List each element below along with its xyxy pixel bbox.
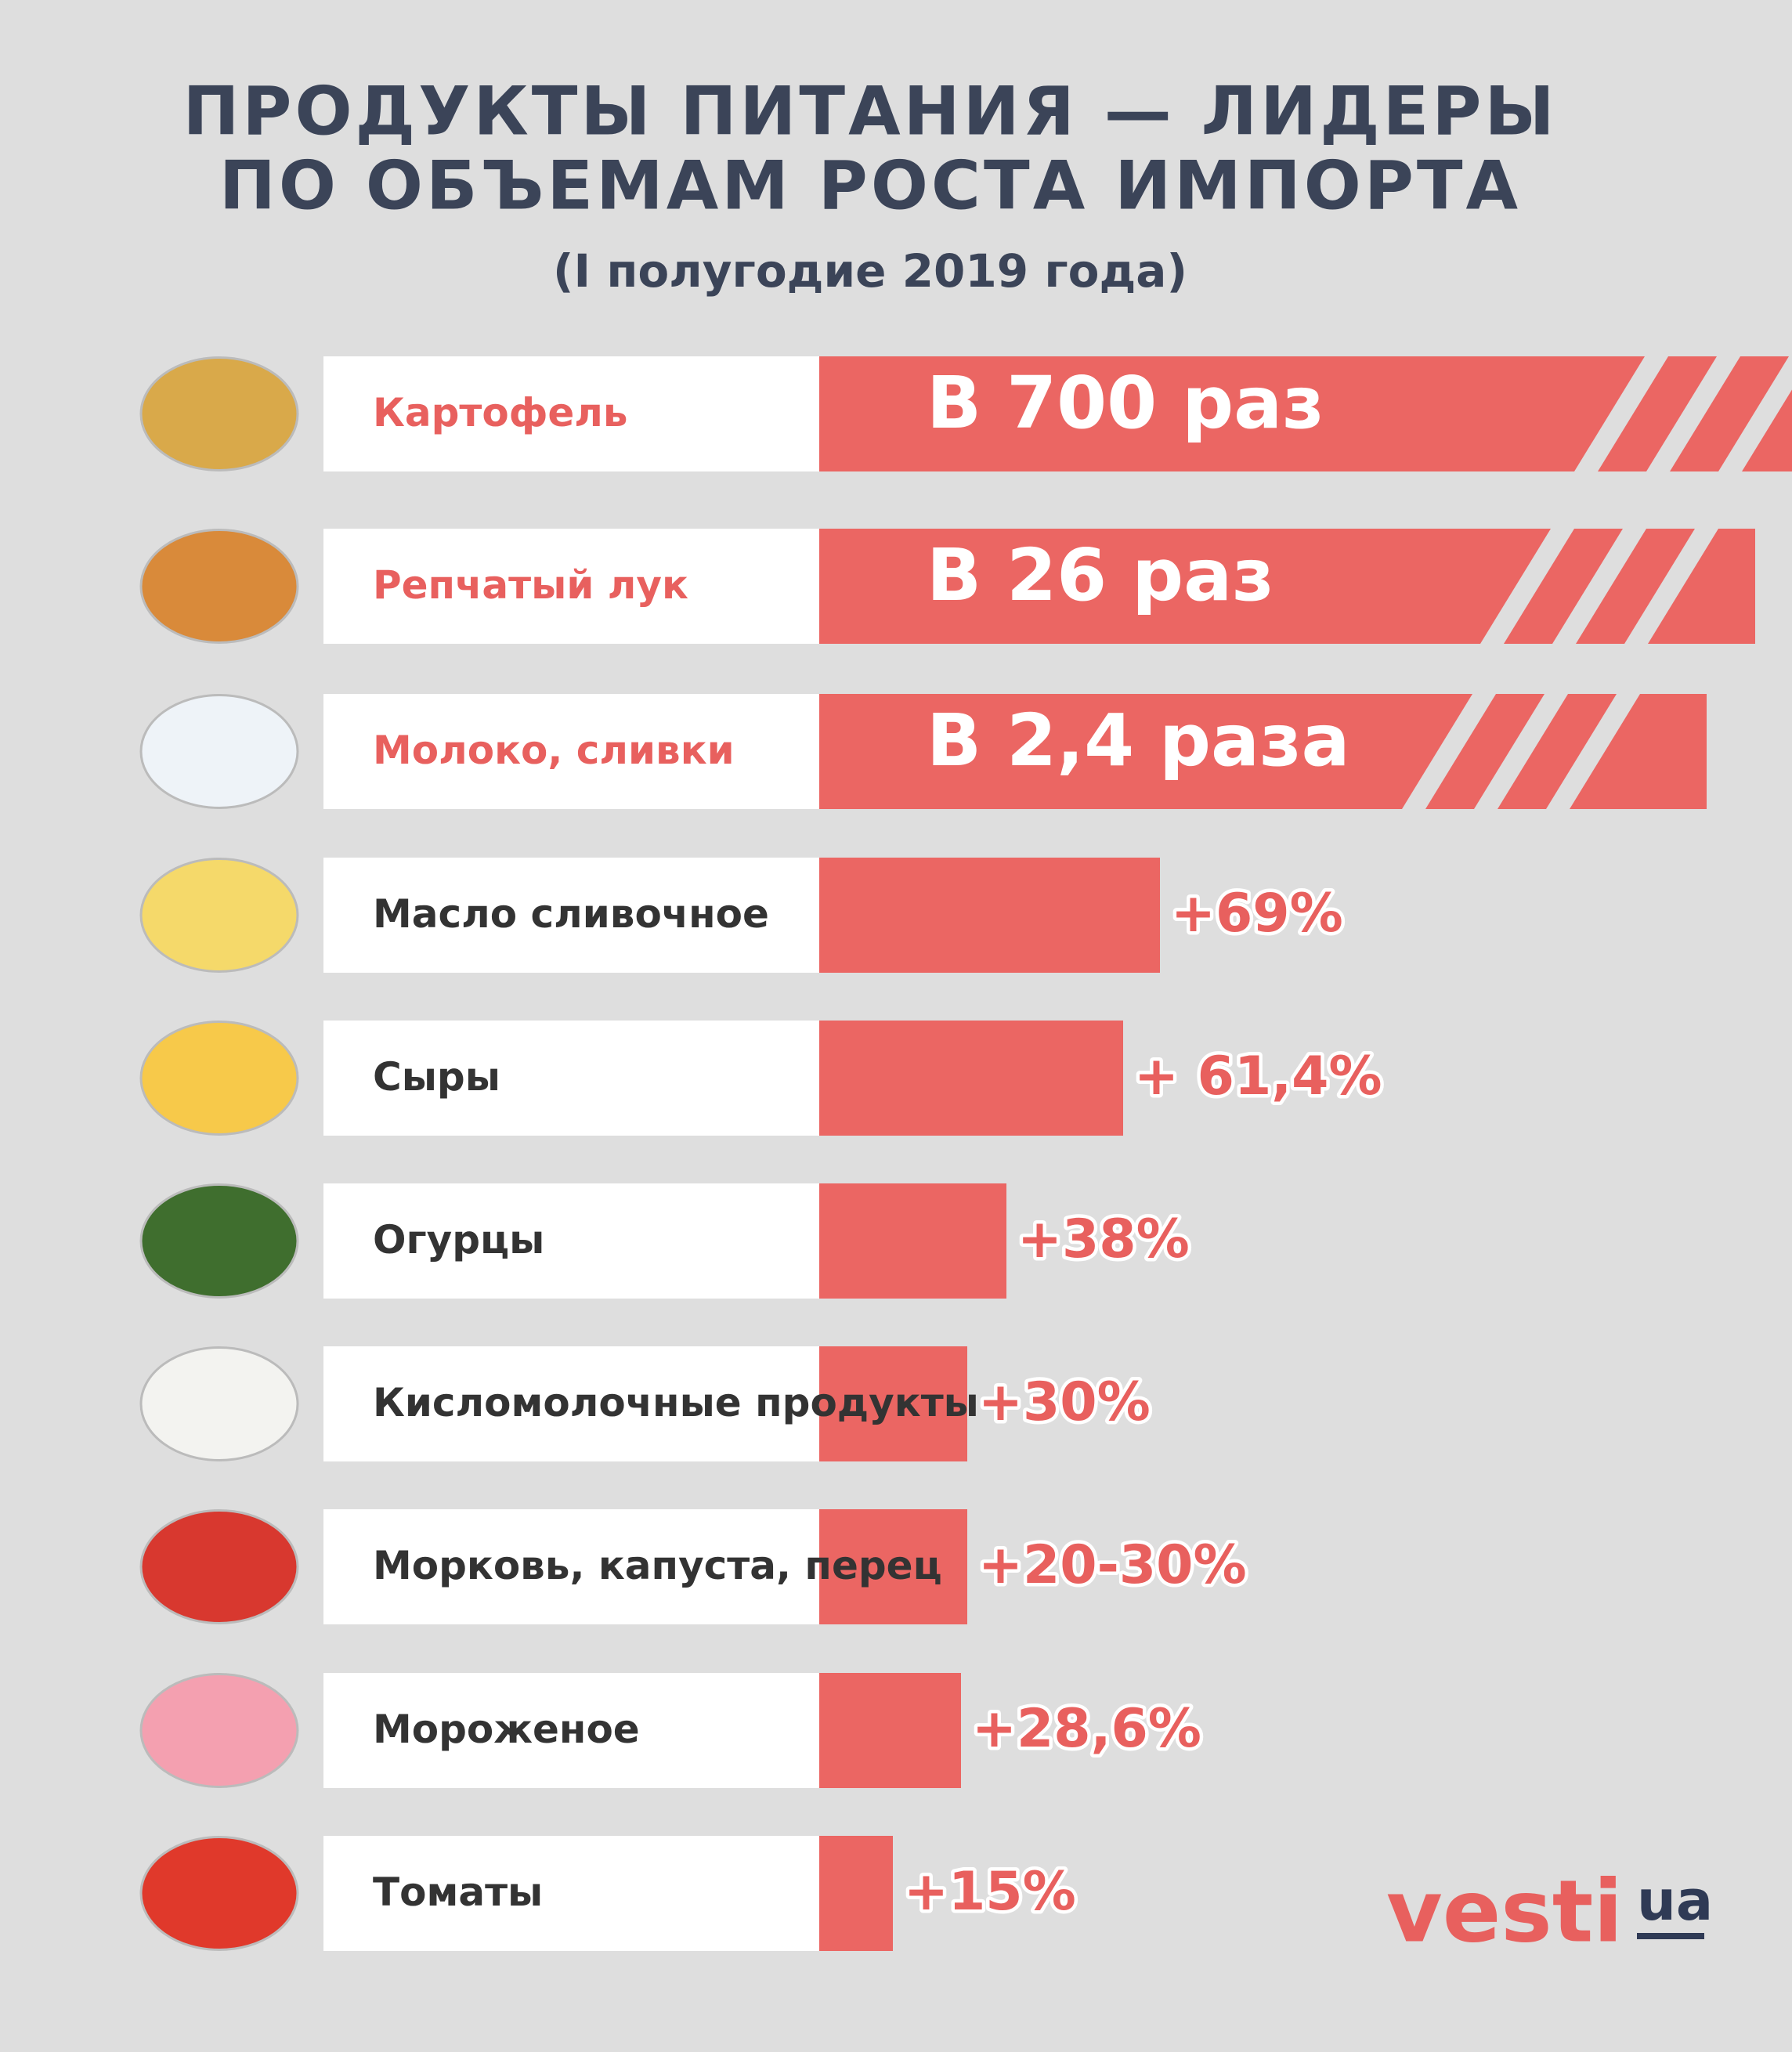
title: ПО ОБЪЕМАМ РОСТА ИМПОРТА — [219, 146, 1521, 225]
label-box — [323, 1346, 819, 1461]
item-label: Мороженое — [373, 1707, 640, 1752]
item-label: Морковь, капуста, перец — [373, 1543, 942, 1588]
bar-stripe — [1402, 694, 1496, 809]
food-icon — [139, 356, 299, 471]
value-label: +28,6% — [972, 1698, 1201, 1760]
item-label: Репчатый лук — [373, 562, 688, 608]
label-box — [323, 356, 819, 471]
bar-stripe — [1480, 529, 1574, 644]
item-label: Сыры — [373, 1054, 500, 1100]
bar — [819, 1836, 893, 1951]
food-icon — [139, 1836, 299, 1951]
item-label: Картофель — [373, 390, 628, 435]
subtitle: (I полугодие 2019 года) — [553, 244, 1187, 298]
value-label: +30% — [978, 1371, 1151, 1433]
bar-stripe — [1546, 694, 1640, 809]
food-icon — [139, 1509, 299, 1624]
value-label: +69% — [1171, 883, 1343, 945]
bar-stripe — [1574, 356, 1668, 471]
label-box — [323, 1673, 819, 1788]
label-box — [323, 1509, 819, 1624]
value-label: +20-30% — [978, 1534, 1247, 1596]
item-label: Томаты — [373, 1870, 543, 1915]
bar-stripe — [1646, 356, 1740, 471]
bar-stripe — [1624, 529, 1718, 644]
bar-stripe — [1474, 694, 1568, 809]
bar — [819, 1021, 1123, 1136]
bar — [819, 1509, 967, 1624]
logo-domain: ua — [1637, 1869, 1713, 1933]
food-icon — [139, 529, 299, 644]
bar-stripe — [1718, 356, 1792, 471]
label-box — [323, 1836, 819, 1951]
label-box — [323, 1183, 819, 1299]
food-icon — [139, 694, 299, 809]
food-icon — [139, 858, 299, 973]
label-box — [323, 529, 819, 644]
value-label: В 26 раз — [927, 533, 1274, 617]
title: ПРОДУКТЫ ПИТАНИЯ — ЛИДЕРЫ — [182, 72, 1557, 150]
value-label: +15% — [904, 1861, 1076, 1923]
bar-stripe — [1552, 529, 1646, 644]
value-label: +38% — [1017, 1208, 1190, 1270]
bar — [819, 858, 1160, 973]
item-label: Кисломолочные продукты — [373, 1380, 979, 1425]
logo-underline — [1637, 1933, 1704, 1939]
value-label: В 700 раз — [927, 361, 1324, 445]
value-label: + 61,4% — [1134, 1046, 1382, 1107]
bar — [819, 1183, 1006, 1299]
value-label: В 2,4 раза — [927, 699, 1350, 782]
logo-brand: vesti — [1386, 1861, 1623, 1961]
item-label: Огурцы — [373, 1217, 544, 1263]
item-label: Масло сливочное — [373, 891, 769, 937]
food-icon — [139, 1673, 299, 1788]
bar — [819, 1346, 967, 1461]
food-icon — [139, 1021, 299, 1136]
food-icon — [139, 1346, 299, 1461]
rows: Картофель В 700 раз Репчатый лук В 26 раз Мо… — [139, 356, 1792, 1951]
item-label: Молоко, сливки — [373, 728, 735, 773]
label-box — [323, 694, 819, 809]
food-icon — [139, 1183, 299, 1299]
bar — [819, 1673, 961, 1788]
label-box — [323, 1021, 819, 1136]
label-box — [323, 858, 819, 973]
